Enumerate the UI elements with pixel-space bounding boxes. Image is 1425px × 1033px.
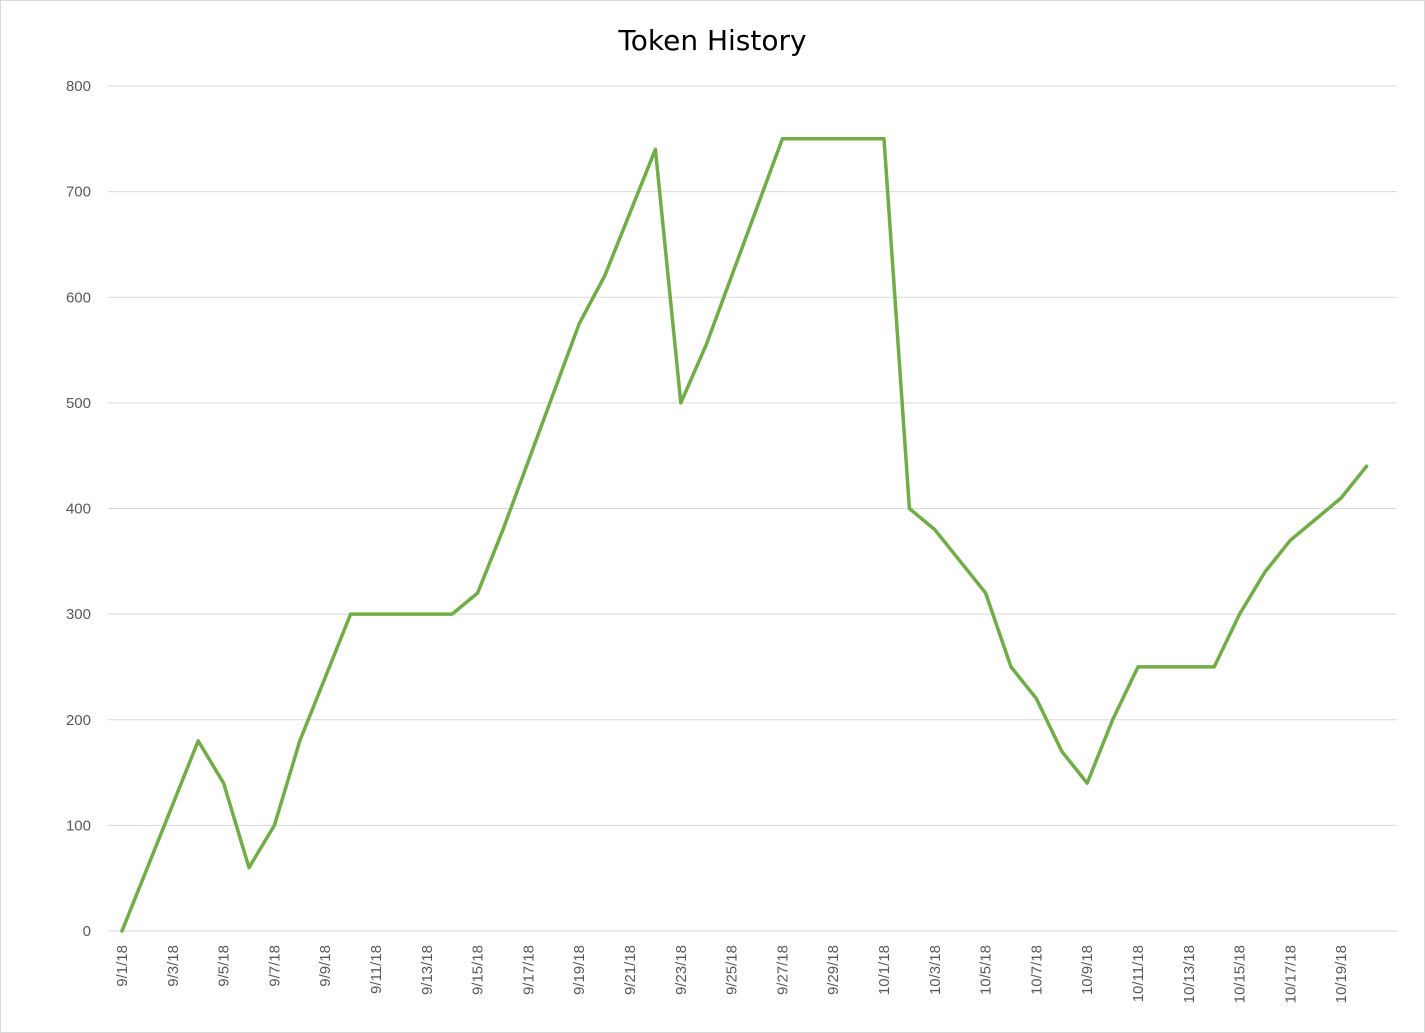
y-tick-label: 700 [66, 184, 91, 201]
x-tick-label: 10/7/18 [1028, 945, 1045, 995]
data-point [730, 275, 733, 278]
data-point [273, 824, 276, 827]
x-tick-label: 9/9/18 [317, 945, 334, 987]
data-point [1060, 750, 1063, 753]
data-point [883, 137, 886, 140]
x-tick-label: 9/19/18 [571, 945, 588, 995]
x-tick-label: 9/7/18 [266, 945, 283, 987]
data-point [121, 930, 124, 933]
data-point [1162, 665, 1165, 668]
data-point [1213, 665, 1216, 668]
x-tick-label: 9/1/18 [114, 945, 131, 987]
data-point [197, 739, 200, 742]
data-point [1340, 496, 1343, 499]
data-point [1289, 539, 1292, 542]
data-point [146, 866, 149, 869]
data-point [349, 613, 352, 616]
data-point [527, 459, 530, 462]
data-point [552, 391, 555, 394]
y-axis-tick-labels: 0 100 200 300 400 500 600 700 800 [66, 78, 91, 940]
data-point [1111, 718, 1114, 721]
gridlines [108, 85, 1397, 932]
x-tick-label: 9/25/18 [724, 945, 741, 995]
data-point [933, 528, 936, 531]
data-point [1264, 570, 1267, 573]
data-point [603, 275, 606, 278]
data-point [679, 401, 682, 404]
x-tick-label: 9/5/18 [216, 945, 233, 987]
y-tick-label: 500 [66, 395, 91, 412]
x-tick-label: 10/9/18 [1079, 945, 1096, 995]
y-tick-label: 300 [66, 606, 91, 623]
data-point [1314, 518, 1317, 521]
data-point [375, 613, 378, 616]
data-point [832, 137, 835, 140]
x-tick-label: 10/19/18 [1333, 945, 1350, 1003]
data-point [425, 613, 428, 616]
data-point [781, 137, 784, 140]
data-point [1238, 613, 1241, 616]
data-point [984, 592, 987, 595]
x-tick-label: 10/3/18 [927, 945, 944, 995]
x-tick-label: 9/23/18 [673, 945, 690, 995]
x-tick-label: 10/1/18 [876, 945, 893, 995]
data-point [502, 528, 505, 531]
data-point [959, 560, 962, 563]
x-tick-label: 9/15/18 [470, 945, 487, 995]
x-tick-label: 10/17/18 [1282, 945, 1299, 1003]
data-point [400, 613, 403, 616]
data-point [1035, 697, 1038, 700]
data-point [1365, 465, 1368, 468]
y-tick-label: 0 [83, 923, 91, 940]
data-point [756, 206, 759, 209]
x-tick-label: 9/11/18 [368, 945, 385, 994]
data-point [1187, 665, 1190, 668]
data-point [248, 866, 251, 869]
x-tick-label: 10/13/18 [1181, 945, 1198, 1003]
x-tick-label: 9/13/18 [419, 945, 436, 995]
data-point [578, 322, 581, 325]
x-tick-label: 9/21/18 [622, 945, 639, 995]
series-line-0 [120, 137, 1369, 933]
data-point [654, 148, 657, 151]
data-point [451, 613, 454, 616]
data-point [806, 137, 809, 140]
data-point [705, 343, 708, 346]
data-point [222, 782, 225, 785]
data-point [298, 739, 301, 742]
y-tick-label: 600 [66, 289, 91, 306]
y-tick-label: 100 [66, 817, 91, 834]
chart-title: Token History [618, 24, 807, 57]
x-tick-label: 9/3/18 [165, 945, 182, 987]
x-axis-tick-labels: 9/1/18 9/3/18 9/5/18 9/7/18 9/9/18 9/11/18 9/1… [114, 945, 1350, 1003]
x-tick-label: 10/15/18 [1232, 945, 1249, 1003]
data-point [476, 592, 479, 595]
data-point [324, 676, 327, 679]
x-tick-label: 9/17/18 [520, 945, 537, 995]
data-point [908, 507, 911, 510]
data-point [857, 137, 860, 140]
data-point [629, 211, 632, 214]
y-tick-label: 400 [66, 501, 91, 518]
data-point [171, 803, 174, 806]
x-tick-label: 10/11/18 [1130, 945, 1147, 1002]
y-tick-label: 200 [66, 712, 91, 729]
data-point [1010, 665, 1013, 668]
x-tick-label: 10/5/18 [978, 945, 995, 995]
data-point [1137, 665, 1140, 668]
y-tick-label: 800 [66, 78, 91, 95]
x-tick-label: 9/29/18 [825, 945, 842, 995]
x-tick-label: 9/27/18 [774, 945, 791, 995]
series-group [120, 137, 1369, 933]
data-point [1086, 782, 1089, 785]
